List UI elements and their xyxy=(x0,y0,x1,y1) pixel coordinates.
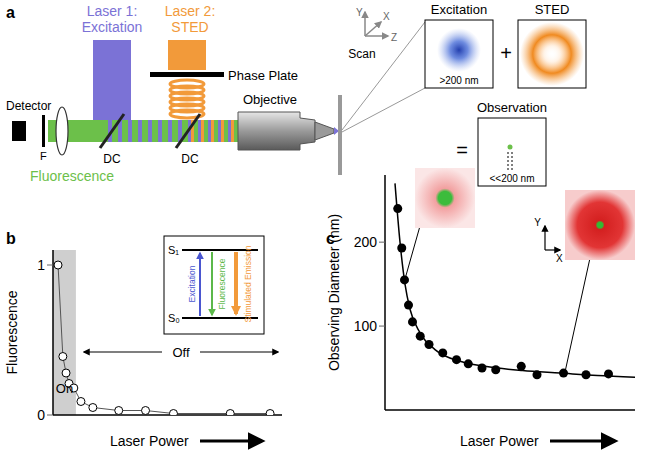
svg-text:>200 nm: >200 nm xyxy=(439,75,478,86)
svg-text:=: = xyxy=(456,139,468,161)
svg-text:Observing Diameter (nm): Observing Diameter (nm) xyxy=(326,214,342,371)
svg-text:Excitation: Excitation xyxy=(431,2,487,17)
svg-text:Y: Y xyxy=(534,217,541,228)
svg-text:STED: STED xyxy=(535,2,570,17)
svg-text:On: On xyxy=(56,381,73,396)
svg-text:Laser Power: Laser Power xyxy=(460,433,539,449)
svg-text:1: 1 xyxy=(37,257,45,273)
svg-text:Objective: Objective xyxy=(243,92,297,107)
svg-text:X: X xyxy=(383,11,390,22)
svg-text:Laser 1:: Laser 1: xyxy=(87,3,138,19)
svg-text:Y: Y xyxy=(356,7,363,18)
svg-text:DC: DC xyxy=(181,152,199,166)
svg-text:b: b xyxy=(8,230,16,247)
svg-text:STED: STED xyxy=(171,19,208,35)
svg-text:0: 0 xyxy=(37,407,45,423)
svg-text:c: c xyxy=(326,230,335,247)
svg-text:X: X xyxy=(556,253,563,264)
svg-text:Excitation: Excitation xyxy=(82,19,143,35)
svg-text:Phase Plate: Phase Plate xyxy=(228,68,298,83)
svg-text:a: a xyxy=(8,4,15,21)
svg-text:Detector: Detector xyxy=(8,99,51,113)
svg-text:Stimulated Emission: Stimulated Emission xyxy=(243,245,253,322)
svg-text:Fluorescence: Fluorescence xyxy=(30,168,114,184)
svg-text:200: 200 xyxy=(354,234,378,250)
svg-text:<<200 nm: <<200 nm xyxy=(489,173,534,184)
svg-text:100: 100 xyxy=(354,318,378,334)
svg-text:S₁: S₁ xyxy=(168,244,179,256)
svg-text:S₀: S₀ xyxy=(168,312,180,324)
svg-text:Fluorescence: Fluorescence xyxy=(217,258,227,309)
svg-text:Observation: Observation xyxy=(477,100,547,115)
svg-text:Z: Z xyxy=(391,32,397,43)
svg-text:Fluorescence: Fluorescence xyxy=(8,290,20,374)
svg-text:Off: Off xyxy=(172,345,189,360)
svg-text:Laser 2:: Laser 2: xyxy=(165,3,216,19)
svg-text:+: + xyxy=(500,42,512,64)
svg-text:DC: DC xyxy=(103,152,121,166)
svg-text:Laser Power: Laser Power xyxy=(110,433,189,449)
svg-text:F: F xyxy=(40,150,47,162)
svg-text:Excitation: Excitation xyxy=(187,265,197,302)
svg-text:Scan: Scan xyxy=(348,47,375,61)
